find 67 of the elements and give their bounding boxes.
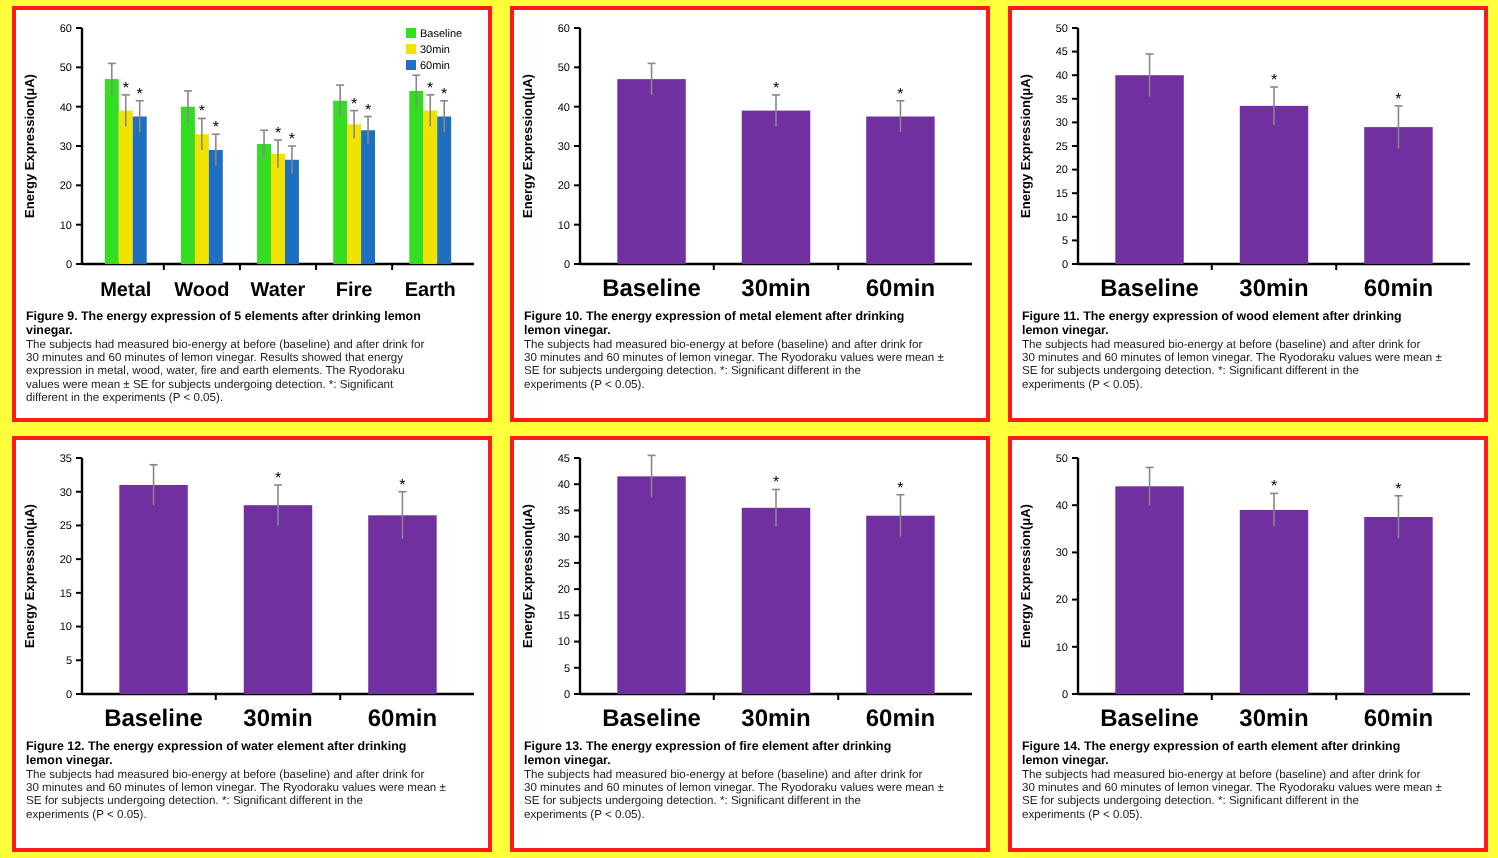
data-label: * <box>1270 71 1278 89</box>
bar <box>1239 105 1309 264</box>
bar <box>866 515 935 694</box>
data-label: * <box>288 130 296 148</box>
x-tick-label: 60min <box>367 704 438 732</box>
bar <box>257 144 272 264</box>
data-label: * <box>897 84 904 103</box>
data-label: * <box>441 84 448 103</box>
data-label: * <box>122 78 129 97</box>
bar <box>1364 127 1433 264</box>
data-label: * <box>212 118 219 137</box>
data-label: * <box>897 478 904 497</box>
bar <box>180 106 195 264</box>
bar <box>333 100 348 264</box>
data-label: * <box>350 94 358 113</box>
x-tick-label: Baseline <box>602 274 702 302</box>
bar <box>409 90 424 264</box>
bar <box>741 507 811 694</box>
bar <box>866 116 935 264</box>
x-tick-label: 60min <box>865 704 936 732</box>
x-tick-label: 30min <box>1239 704 1309 732</box>
bar <box>437 116 452 264</box>
bar <box>1115 486 1184 694</box>
x-tick-label: 60min <box>1363 274 1434 302</box>
data-label: * <box>274 124 282 143</box>
x-tick-label: 60min <box>1363 704 1434 732</box>
data-label: * <box>427 78 434 97</box>
bar <box>1239 509 1309 694</box>
x-tick-label: 30min <box>741 704 811 732</box>
bar <box>347 124 362 264</box>
bar <box>271 153 285 264</box>
bar <box>104 79 119 264</box>
data-label: * <box>198 102 206 121</box>
bar <box>1364 517 1433 694</box>
x-tick-label: 30min <box>1239 274 1309 302</box>
bar <box>617 476 686 694</box>
bar <box>118 110 133 264</box>
bar <box>194 134 209 264</box>
x-tick-label: Baseline <box>1100 274 1200 302</box>
bar <box>284 159 299 264</box>
x-tick-label: 60min <box>865 274 936 302</box>
data-label: * <box>399 475 406 494</box>
x-tick-label: Baseline <box>602 704 702 732</box>
bar <box>132 116 147 264</box>
data-label: * <box>1270 477 1278 496</box>
x-tick-label: Wood <box>174 280 230 302</box>
bar <box>617 79 686 264</box>
data-label: * <box>772 473 780 492</box>
data-label: * <box>1395 479 1402 498</box>
x-tick-label: Metal <box>100 280 152 302</box>
x-tick-label: Earth <box>404 280 456 302</box>
bar <box>1115 75 1184 264</box>
data-label: * <box>1395 89 1402 108</box>
x-tick-label: Water <box>250 280 306 302</box>
x-tick-label: 30min <box>741 274 811 302</box>
x-tick-label: Baseline <box>1100 704 1200 732</box>
bar <box>208 149 223 264</box>
data-label: * <box>274 468 282 487</box>
bar <box>423 110 438 264</box>
x-tick-label: Baseline <box>104 704 204 732</box>
x-tick-label: Fire <box>335 280 374 302</box>
x-tick-label: 30min <box>243 704 313 732</box>
data-label: * <box>364 100 372 119</box>
bar <box>361 130 376 264</box>
data-label: * <box>136 84 143 103</box>
data-label: * <box>772 78 780 97</box>
bar <box>741 110 811 264</box>
